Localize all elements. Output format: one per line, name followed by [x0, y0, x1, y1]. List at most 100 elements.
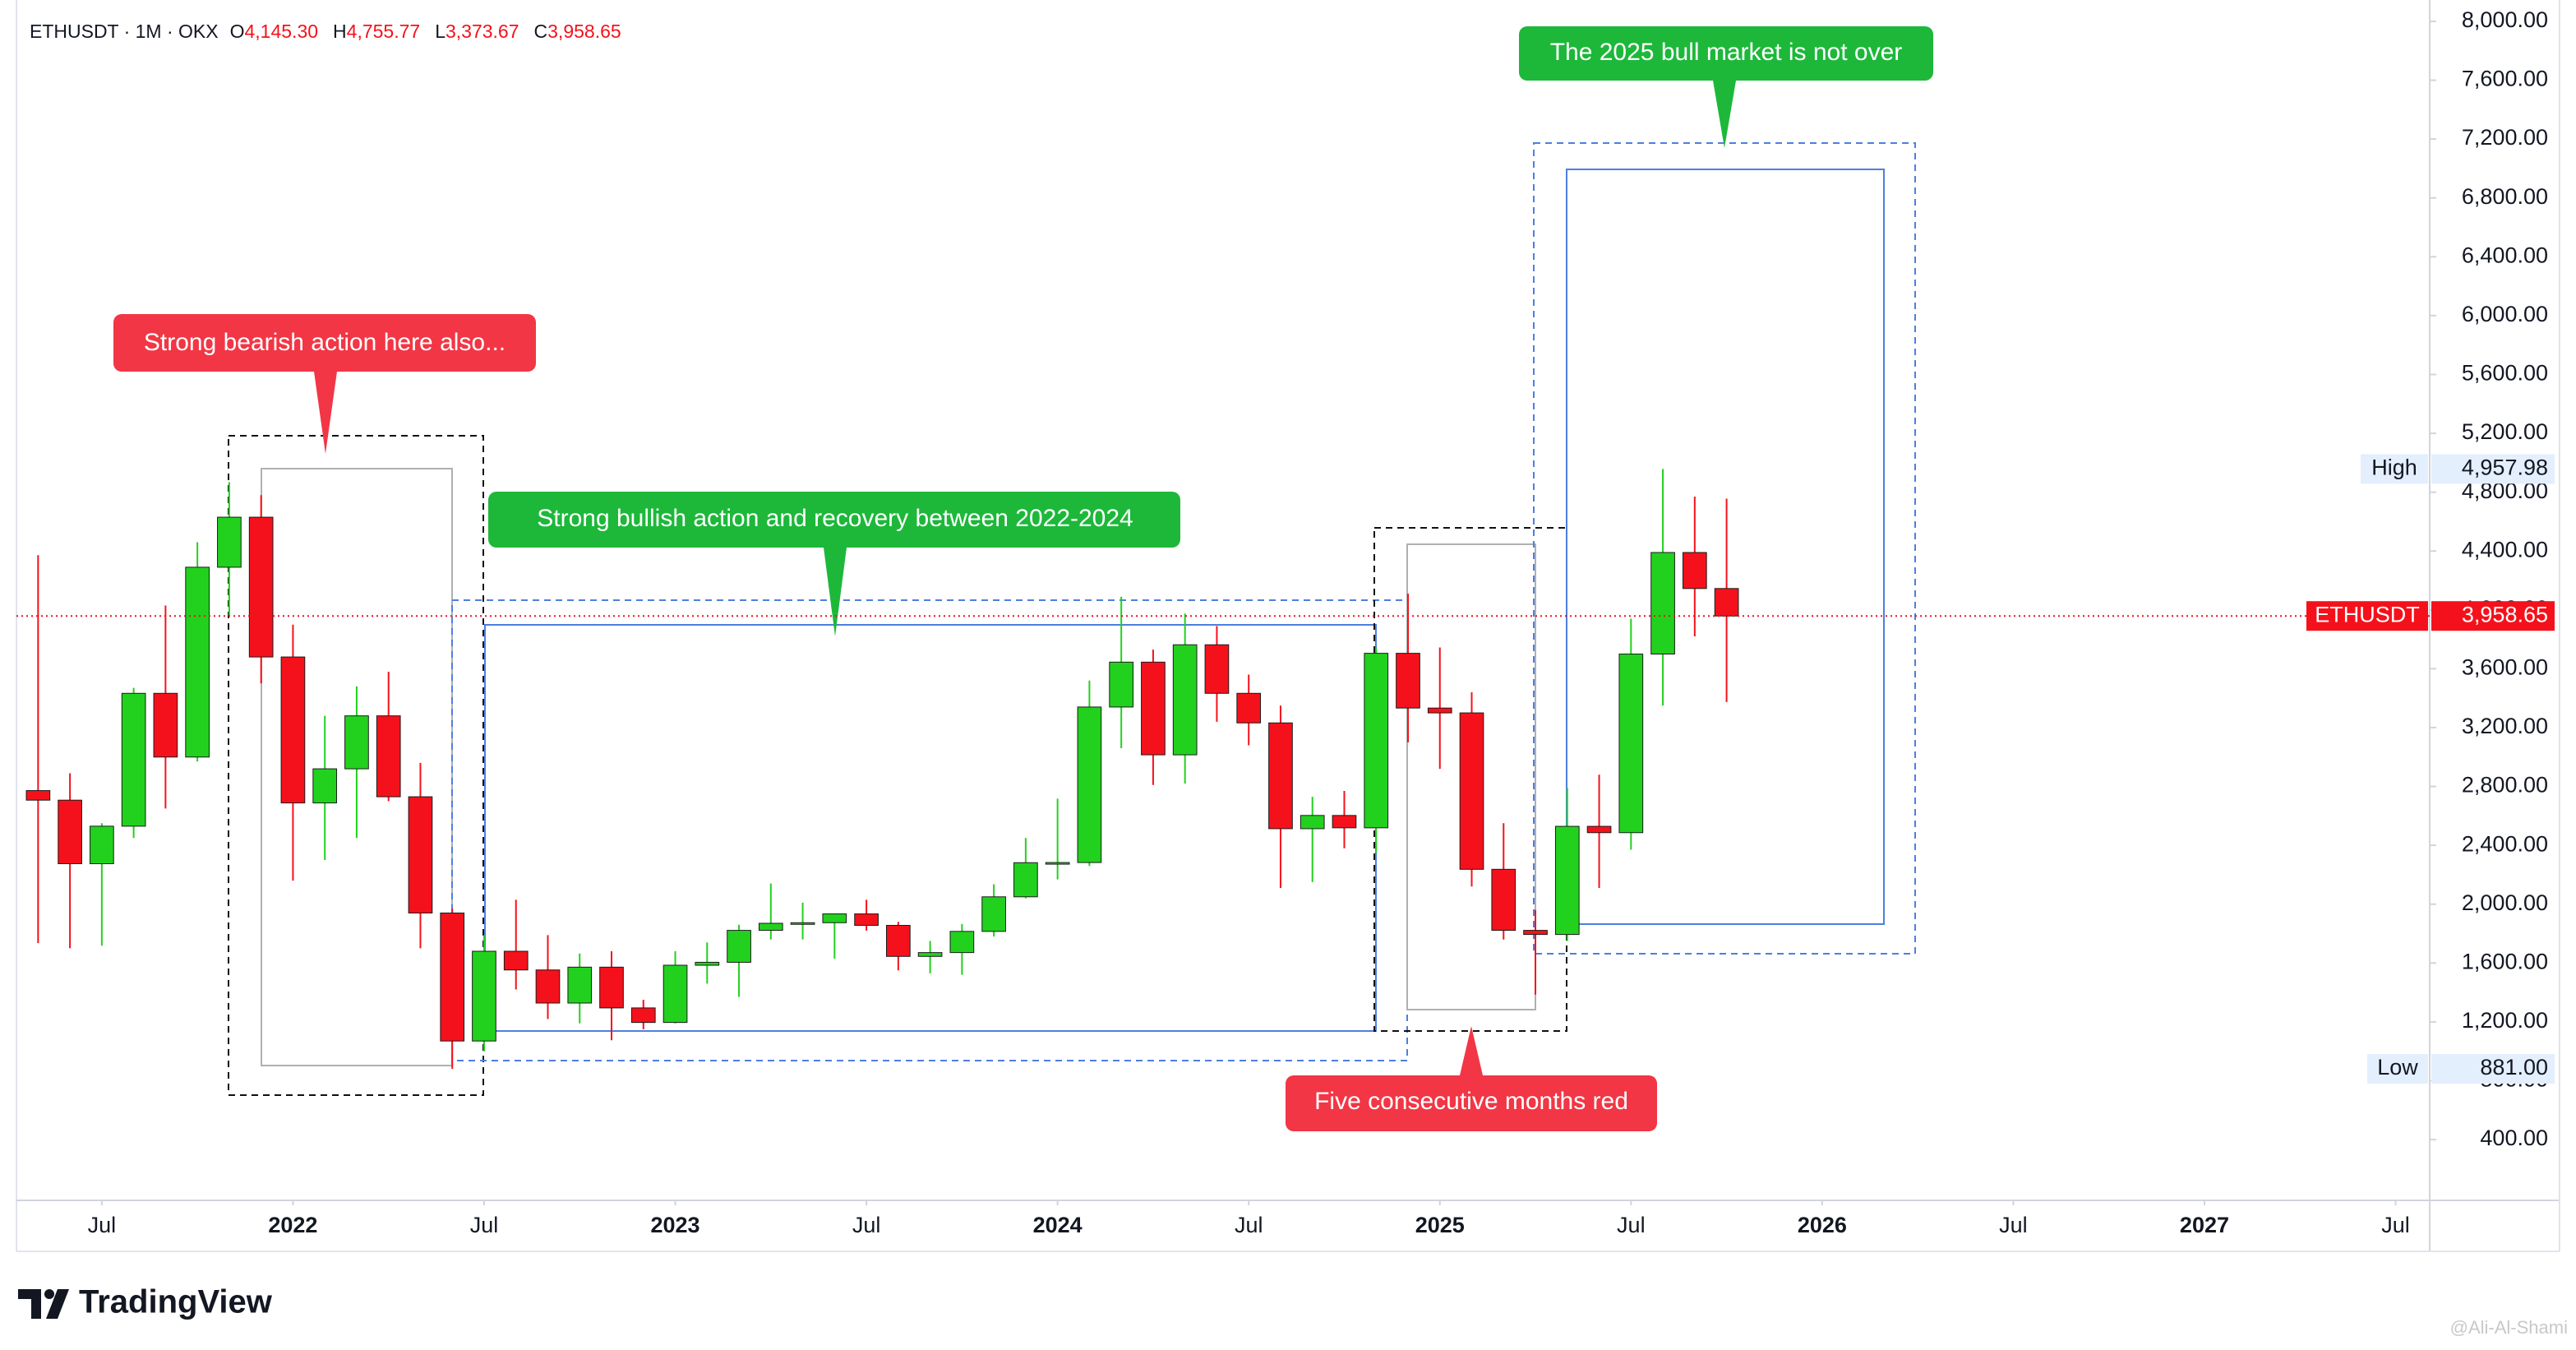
candle-body: [599, 966, 624, 1009]
candle-body: [854, 913, 879, 927]
candle-body: [1300, 815, 1325, 830]
candle-body: [1554, 825, 1580, 936]
y-tick-label: 8,000.00: [2462, 7, 2548, 32]
candle-body: [121, 692, 146, 827]
x-tick-label: 2024: [1033, 1213, 1083, 1237]
y-tick-label: 400.00: [2480, 1126, 2548, 1150]
candle-body: [1332, 815, 1357, 829]
candle-body: [1109, 661, 1134, 708]
candle-body: [1427, 707, 1452, 714]
candle-body: [662, 964, 688, 1024]
candle-body: [822, 913, 847, 923]
ohlc-key: C: [534, 21, 548, 42]
candle-body: [344, 715, 369, 770]
y-tick-label: 2,400.00: [2462, 831, 2548, 856]
y-tick-label: 3,200.00: [2462, 714, 2548, 738]
ohlc-key: L: [435, 21, 445, 42]
watermark: @Ali-Al-Shami: [2450, 1317, 2568, 1338]
price-tag-value: 4,957.98: [2462, 455, 2548, 479]
candle-body: [727, 930, 751, 963]
candle-body: [376, 715, 401, 798]
x-tick-label: Jul: [852, 1213, 881, 1237]
candle-body: [1682, 552, 1707, 589]
candle-body: [1396, 653, 1420, 709]
candle-body: [280, 656, 306, 804]
candle-body: [886, 925, 911, 957]
callout-text: Strong bearish action here also...: [144, 329, 506, 356]
candle-body: [1650, 552, 1675, 655]
candle-body: [248, 516, 274, 658]
y-tick-label: 6,400.00: [2462, 243, 2548, 267]
candle-body: [503, 950, 529, 971]
callouts: Strong bearish action here also... Stron…: [113, 26, 1933, 1131]
y-tick-label: 3,600.00: [2462, 655, 2548, 680]
candle-body: [630, 1007, 656, 1024]
x-tick-label: 2025: [1415, 1213, 1465, 1237]
symbol-legend: ETHUSDT · 1M · OKX O4,145.30 H4,755.77 L3,3…: [30, 21, 621, 42]
x-tick-label: 2026: [1798, 1213, 1847, 1237]
price-tag-name: ETHUSDT: [2315, 602, 2420, 626]
candle-body: [981, 896, 1006, 932]
y-tick-label: 2,800.00: [2462, 773, 2548, 798]
y-tick-label: 1,200.00: [2462, 1008, 2548, 1033]
candle-body: [217, 516, 242, 568]
candle-body: [1268, 722, 1293, 830]
candle-body: [1204, 644, 1230, 694]
header: ETHUSDT · 1M · OKX O4,145.30 H4,755.77 L3,3…: [30, 21, 621, 42]
candle-body: [535, 969, 561, 1004]
candle-body: [1364, 653, 1389, 829]
candle-body: [1141, 661, 1166, 756]
candle-body: [408, 796, 433, 913]
y-tick-label: 1,600.00: [2462, 949, 2548, 973]
brand-logo: [18, 1289, 41, 1319]
candles: [25, 469, 1739, 1070]
brand-logo: [44, 1289, 54, 1299]
callout-text: Strong bullish action and recovery betwe…: [537, 505, 1133, 532]
callout-text: Five consecutive months red: [1314, 1088, 1628, 1115]
price-tag-bg: [2431, 601, 2555, 631]
candle-body: [25, 790, 51, 801]
x-tick-label: Jul: [1235, 1213, 1263, 1237]
candle-body: [1618, 654, 1644, 834]
candle-body: [1459, 712, 1484, 870]
symbol: ETHUSDT · 1M · OKX: [30, 21, 219, 42]
x-tick-label: Jul: [1999, 1213, 2028, 1237]
price-tag-name-bg: [2367, 1054, 2428, 1084]
y-tick-label: 5,600.00: [2462, 361, 2548, 386]
candle-body: [1491, 868, 1517, 932]
candle-body: [1172, 644, 1198, 756]
price-tag-name: High: [2371, 455, 2417, 479]
y-tick-label: 6,000.00: [2462, 302, 2548, 326]
callout-bubble: [113, 314, 536, 454]
range-box: [1566, 169, 1885, 925]
range-box: [228, 435, 484, 1096]
candle-body: [312, 768, 338, 804]
price-tag-name: Low: [2377, 1055, 2418, 1080]
candle-body: [1045, 862, 1070, 865]
x-tick-label: Jul: [88, 1213, 117, 1237]
x-tick-label: Jul: [1617, 1213, 1646, 1237]
candle-body: [790, 922, 815, 925]
candle-body: [1586, 825, 1612, 834]
brand: TradingView @Ali-Al-Shami: [18, 1284, 2568, 1338]
callout-bubble: [1519, 26, 1933, 148]
y-tick-label: 2,000.00: [2462, 890, 2548, 915]
candle-body: [695, 961, 720, 966]
brand-name: TradingView: [79, 1284, 273, 1320]
candle-body: [90, 825, 114, 865]
range-box: [1406, 543, 1536, 1010]
candle-body: [1077, 706, 1102, 863]
y-tick-label: 4,400.00: [2462, 537, 2548, 562]
price-tag-bg: [2431, 454, 2555, 484]
candle-body: [949, 931, 975, 954]
candle-body: [1236, 692, 1262, 724]
candle-body: [58, 799, 82, 865]
x-tick-label: 2027: [2180, 1213, 2229, 1237]
candle-body: [153, 692, 178, 758]
x-tick-label: Jul: [470, 1213, 499, 1237]
y-tick-label: 6,800.00: [2462, 184, 2548, 209]
candle-body: [567, 966, 593, 1004]
candle-body: [185, 566, 210, 758]
